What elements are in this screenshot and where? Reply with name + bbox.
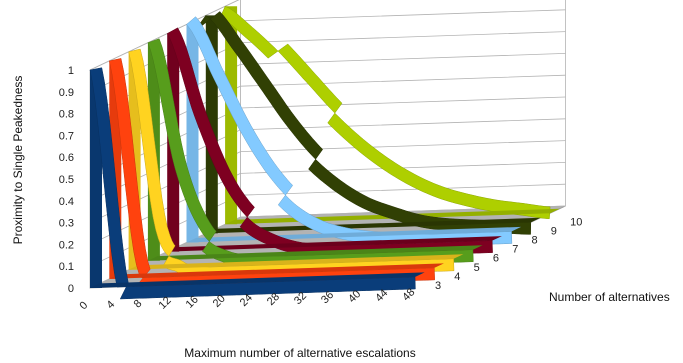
x-tick-label: 0 [77, 299, 90, 312]
y-tick-label: 0.7 [59, 130, 74, 142]
series-3 [89, 67, 425, 300]
y-tick-label: 0.6 [59, 152, 74, 164]
y-tick-label: 0.8 [59, 109, 74, 121]
series-4-base [109, 263, 444, 279]
gridline [89, 0, 240, 71]
y-tick-label: 0.9 [59, 87, 74, 99]
y-axis-title: Proximity to Single Peakedness [11, 76, 25, 245]
z-tick-label: 8 [532, 235, 538, 247]
z-tick-label: 9 [551, 225, 557, 237]
x-axis-title: Maximum number of alternative escalation… [184, 346, 415, 360]
y-tick-label: 0.4 [59, 196, 74, 208]
series-layer [89, 5, 560, 300]
z-tick-label: 6 [493, 253, 499, 265]
z-tick-label: 4 [454, 271, 460, 283]
series-3-base [90, 272, 425, 288]
z-tick-label: 7 [512, 244, 518, 256]
z-tick-label: 5 [474, 262, 480, 274]
x-tick-label: 8 [132, 298, 145, 311]
y-tick-label: 1 [68, 65, 74, 77]
y-tick-label: 0.5 [59, 174, 74, 186]
z-axis-title: Number of alternatives [549, 290, 670, 304]
x-tick-label: 4 [105, 299, 118, 312]
y-tick-label: 0.2 [59, 239, 74, 251]
z-tick-label: 10 [570, 216, 582, 228]
series-9-ribbon [198, 11, 532, 235]
y-tick-label: 0 [68, 283, 74, 295]
series-9-base [205, 217, 541, 234]
series-6-base [147, 245, 483, 261]
series-7-base [167, 236, 502, 252]
z-tick-label: 3 [435, 280, 441, 292]
y-tick-label: 0.3 [59, 218, 74, 230]
y-tick-label: 0.1 [59, 261, 74, 273]
series-10-ribbon [219, 5, 551, 219]
tick-labels: 00.10.20.30.40.50.60.70.80.910 4 8 12 16 20 24… [59, 65, 583, 312]
series-5-base [128, 254, 464, 270]
series-8-ribbon [186, 16, 513, 247]
